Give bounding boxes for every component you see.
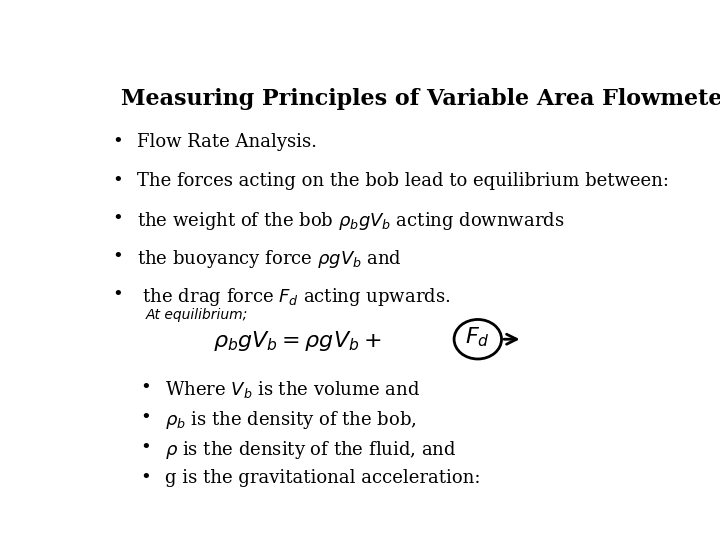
Text: •: • (140, 379, 151, 397)
Text: •: • (112, 133, 123, 151)
Text: •: • (140, 438, 151, 457)
Text: At equilibrium;: At equilibrium; (145, 308, 248, 322)
Text: Measuring Principles of Variable Area Flowmeters: Measuring Principles of Variable Area Fl… (121, 87, 720, 110)
Text: •: • (140, 469, 151, 487)
Text: $\rho_b gV_b = \rho gV_b +$: $\rho_b gV_b = \rho gV_b +$ (213, 329, 381, 353)
Text: $\rho$ is the density of the fluid, and: $\rho$ is the density of the fluid, and (166, 438, 456, 461)
Text: The forces acting on the bob lead to equilibrium between:: The forces acting on the bob lead to equ… (138, 172, 670, 190)
Text: $F_d$: $F_d$ (465, 325, 490, 349)
Text: $\rho_b$ is the density of the bob,: $\rho_b$ is the density of the bob, (166, 409, 417, 431)
Text: Flow Rate Analysis.: Flow Rate Analysis. (138, 133, 318, 151)
Text: •: • (112, 286, 123, 305)
Text: •: • (112, 210, 123, 228)
Text: the weight of the bob $\rho_b gV_b$ acting downwards: the weight of the bob $\rho_b gV_b$ acti… (138, 210, 565, 232)
Text: g is the gravitational acceleration:: g is the gravitational acceleration: (166, 469, 481, 487)
Text: •: • (112, 248, 123, 266)
Text: the drag force $F_d$ acting upwards.: the drag force $F_d$ acting upwards. (138, 286, 451, 308)
Text: •: • (140, 409, 151, 427)
Text: •: • (112, 172, 123, 190)
Text: Where $V_b$ is the volume and: Where $V_b$ is the volume and (166, 379, 420, 400)
Text: the buoyancy force $\rho gV_b$ and: the buoyancy force $\rho gV_b$ and (138, 248, 402, 270)
